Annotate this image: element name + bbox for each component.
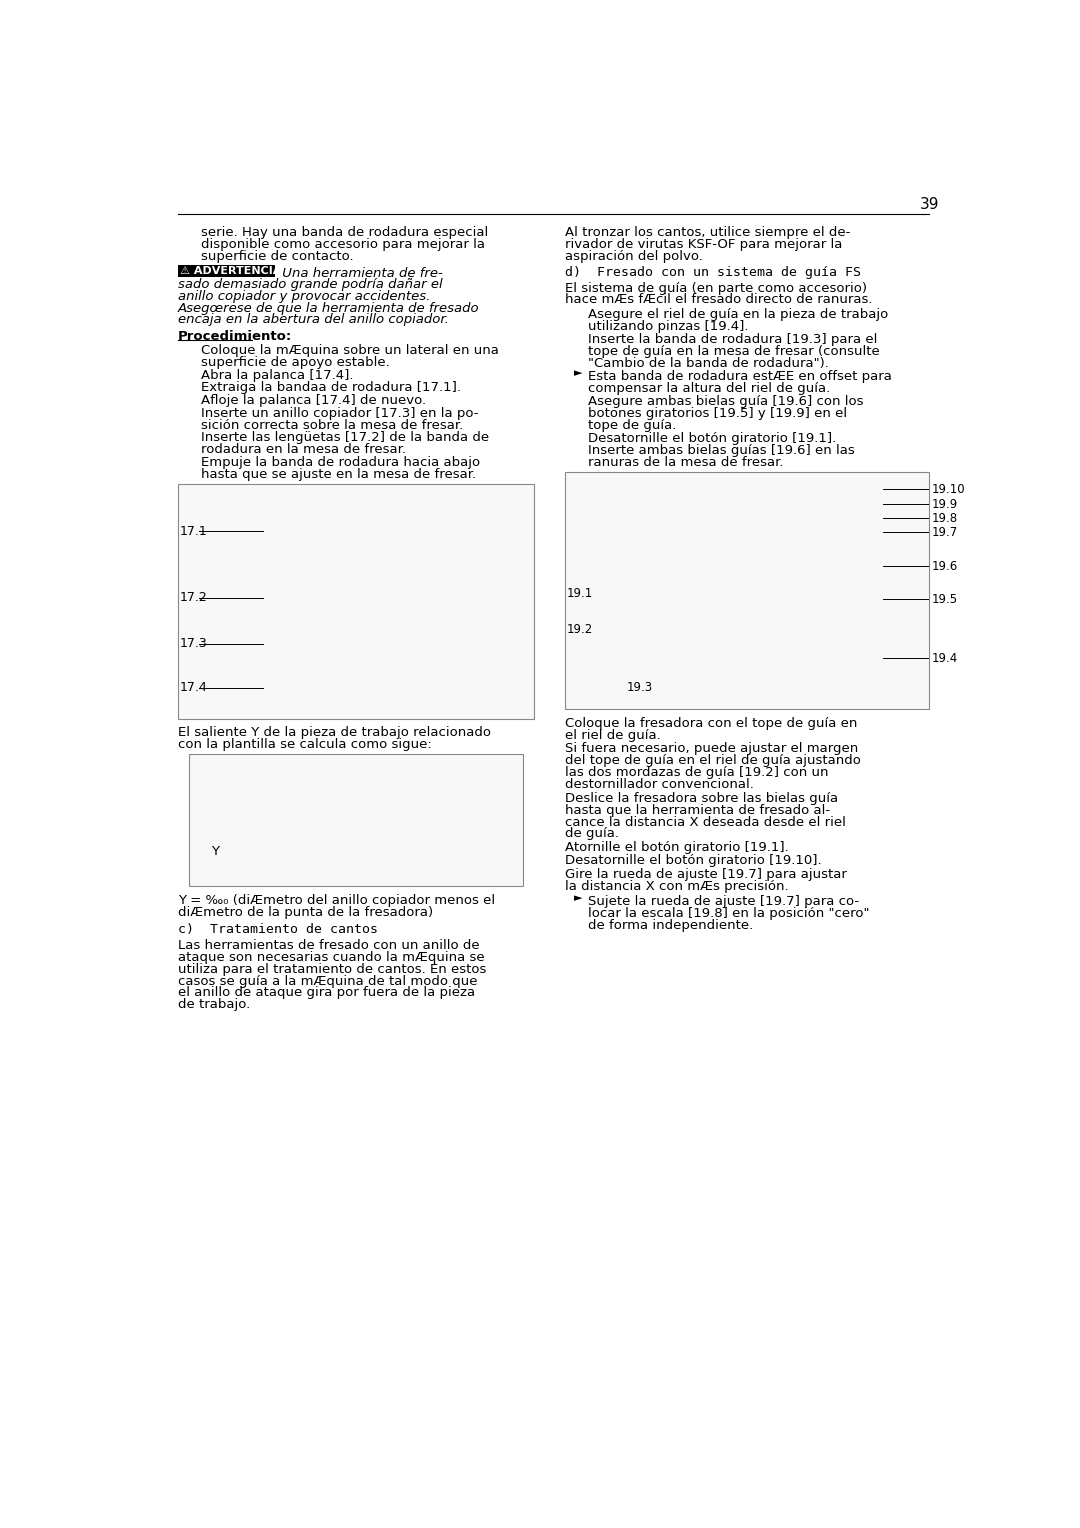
Text: del tope de guía en el riel de guía ajustando: del tope de guía en el riel de guía ajus…	[565, 755, 861, 767]
Text: hasta que la herramienta de fresado al-: hasta que la herramienta de fresado al-	[565, 804, 831, 816]
Text: Inserte las lengüetas [17.2] de la banda de: Inserte las lengüetas [17.2] de la banda…	[201, 431, 489, 445]
Text: Desatornille el botón giratorio [19.1].: Desatornille el botón giratorio [19.1].	[589, 432, 837, 445]
Text: Empuje la banda de rodadura hacia abajo: Empuje la banda de rodadura hacia abajo	[201, 455, 480, 469]
Text: con la plantilla se calcula como sigue:: con la plantilla se calcula como sigue:	[177, 738, 431, 752]
Text: El saliente Y de la pieza de trabajo relacionado: El saliente Y de la pieza de trabajo rel…	[177, 726, 490, 740]
Text: destornillador convencional.: destornillador convencional.	[565, 778, 754, 792]
Bar	[189, 753, 523, 886]
Text: 19.5: 19.5	[932, 593, 958, 605]
Text: casos se guía a la mÆquina de tal modo que: casos se guía a la mÆquina de tal modo q…	[177, 975, 477, 987]
Bar	[565, 472, 930, 709]
Text: rodadura en la mesa de fresar.: rodadura en la mesa de fresar.	[201, 443, 406, 457]
Text: 19.10: 19.10	[932, 483, 966, 495]
Text: Esta banda de rodadura estÆE en offset para: Esta banda de rodadura estÆE en offset p…	[589, 370, 892, 382]
Text: Las herramientas de fresado con un anillo de: Las herramientas de fresado con un anill…	[177, 938, 480, 952]
Text: 19.1: 19.1	[567, 587, 593, 601]
Text: 17.4: 17.4	[179, 681, 207, 694]
Text: Aﬂoje la palanca [17.4] de nuevo.: Aﬂoje la palanca [17.4] de nuevo.	[201, 394, 426, 406]
Text: Una herramienta de fre-: Una herramienta de fre-	[278, 267, 443, 280]
Text: sado demasiado grande podría dañar el: sado demasiado grande podría dañar el	[177, 278, 442, 290]
Text: Desatornille el botón giratorio [19.10].: Desatornille el botón giratorio [19.10].	[565, 854, 822, 868]
Text: compensar la altura del riel de guía.: compensar la altura del riel de guía.	[589, 382, 831, 394]
Text: Gire la rueda de ajuste [19.7] para ajustar: Gire la rueda de ajuste [19.7] para ajus…	[565, 868, 847, 880]
Text: ataque son necesarias cuando la mÆquina se: ataque son necesarias cuando la mÆquina …	[177, 950, 484, 964]
Text: c)  Tratamiento de cantos: c) Tratamiento de cantos	[177, 923, 378, 937]
Text: de trabajo.: de trabajo.	[177, 998, 249, 1012]
Text: la distancia X con mÆs precisión.: la distancia X con mÆs precisión.	[565, 880, 788, 892]
Text: aspiración del polvo.: aspiración del polvo.	[565, 249, 703, 263]
Text: 17.1: 17.1	[179, 526, 207, 538]
Text: el riel de guía.: el riel de guía.	[565, 729, 661, 743]
Text: las dos mordazas de guía [19.2] con un: las dos mordazas de guía [19.2] con un	[565, 766, 828, 779]
Text: Procedimiento:: Procedimiento:	[177, 330, 292, 344]
Text: de guía.: de guía.	[565, 828, 619, 840]
Text: ►: ►	[575, 368, 583, 377]
Text: rivador de virutas KSF-OF para mejorar la: rivador de virutas KSF-OF para mejorar l…	[565, 238, 842, 251]
Text: Extraiga la bandaa de rodadura [17.1].: Extraiga la bandaa de rodadura [17.1].	[201, 382, 461, 394]
Text: utilizando pinzas [19.4].: utilizando pinzas [19.4].	[589, 321, 748, 333]
Text: sición correcta sobre la mesa de fresar.: sición correcta sobre la mesa de fresar.	[201, 419, 463, 431]
Text: Coloque la fresadora con el tope de guía en: Coloque la fresadora con el tope de guía…	[565, 717, 858, 730]
Text: Y: Y	[211, 845, 219, 859]
Text: diÆmetro de la punta de la fresadora): diÆmetro de la punta de la fresadora)	[177, 906, 433, 918]
Bar	[177, 484, 535, 718]
Text: 17.3: 17.3	[179, 637, 207, 651]
Text: serie. Hay una banda de rodadura especial: serie. Hay una banda de rodadura especia…	[201, 226, 488, 238]
Text: anillo copiador y provocar accidentes.: anillo copiador y provocar accidentes.	[177, 290, 430, 303]
Text: Coloque la mÆquina sobre un lateral en una: Coloque la mÆquina sobre un lateral en u…	[201, 344, 499, 358]
Text: superﬁcie de apoyo estable.: superﬁcie de apoyo estable.	[201, 356, 390, 368]
Text: 19.7: 19.7	[932, 526, 958, 539]
Text: Al tronzar los cantos, utilice siempre el de-: Al tronzar los cantos, utilice siempre e…	[565, 226, 851, 238]
Text: cance la distancia X deseada desde el riel: cance la distancia X deseada desde el ri…	[565, 816, 846, 828]
Text: 19.8: 19.8	[932, 512, 958, 524]
Text: "Cambio de la banda de rodadura").: "Cambio de la banda de rodadura").	[589, 358, 829, 370]
Text: 19.4: 19.4	[932, 652, 958, 665]
Text: tope de guía.: tope de guía.	[589, 419, 677, 432]
Text: encaja en la abertura del anillo copiador.: encaja en la abertura del anillo copiado…	[177, 313, 448, 327]
Text: Asegœrese de que la herramienta de fresado: Asegœrese de que la herramienta de fresa…	[177, 301, 480, 315]
Text: hasta que se ajuste en la mesa de fresar.: hasta que se ajuste en la mesa de fresar…	[201, 468, 476, 481]
Text: 19.2: 19.2	[567, 623, 593, 637]
Text: utiliza para el tratamiento de cantos. En estos: utiliza para el tratamiento de cantos. E…	[177, 963, 486, 975]
Text: disponible como accesorio para mejorar la: disponible como accesorio para mejorar l…	[201, 238, 485, 251]
Text: hace mÆs fÆcil el fresado directo de ranuras.: hace mÆs fÆcil el fresado directo de ran…	[565, 293, 873, 307]
Text: Inserte un anillo copiador [17.3] en la po-: Inserte un anillo copiador [17.3] en la …	[201, 406, 478, 420]
Text: Sujete la rueda de ajuste [19.7] para co-: Sujete la rueda de ajuste [19.7] para co…	[589, 895, 860, 908]
Text: locar la escala [19.8] en la posición "cero": locar la escala [19.8] en la posición "c…	[589, 906, 869, 920]
Text: Si fuera necesario, puede ajustar el margen: Si fuera necesario, puede ajustar el mar…	[565, 743, 859, 755]
Text: 19.3: 19.3	[627, 681, 653, 694]
Text: d)  Fresado con un sistema de guía FS: d) Fresado con un sistema de guía FS	[565, 266, 861, 280]
Text: 19.9: 19.9	[932, 498, 958, 510]
Text: tope de guía en la mesa de fresar (consulte: tope de guía en la mesa de fresar (consu…	[589, 345, 880, 358]
Text: ranuras de la mesa de fresar.: ranuras de la mesa de fresar.	[589, 457, 784, 469]
Text: Inserte ambas bielas guías [19.6] en las: Inserte ambas bielas guías [19.6] en las	[589, 445, 855, 457]
Text: ►: ►	[575, 892, 583, 903]
Text: el anillo de ataque gira por fuera de la pieza: el anillo de ataque gira por fuera de la…	[177, 987, 475, 999]
Text: Y = ‰₀ (diÆmetro del anillo copiador menos el: Y = ‰₀ (diÆmetro del anillo copiador men…	[177, 894, 495, 908]
Text: Inserte la banda de rodadura [19.3] para el: Inserte la banda de rodadura [19.3] para…	[589, 333, 878, 347]
FancyBboxPatch shape	[177, 264, 275, 277]
Text: botones giratorios [19.5] y [19.9] en el: botones giratorios [19.5] y [19.9] en el	[589, 406, 848, 420]
Text: Abra la palanca [17.4].: Abra la palanca [17.4].	[201, 368, 353, 382]
Text: Asegure ambas bielas guía [19.6] con los: Asegure ambas bielas guía [19.6] con los	[589, 396, 864, 408]
Text: ⚠ ADVERTENCIA: ⚠ ADVERTENCIA	[180, 266, 281, 275]
Text: superﬁcie de contacto.: superﬁcie de contacto.	[201, 249, 353, 263]
Text: Deslice la fresadora sobre las bielas guía: Deslice la fresadora sobre las bielas gu…	[565, 792, 838, 805]
Text: Asegure el riel de guía en la pieza de trabajo: Asegure el riel de guía en la pieza de t…	[589, 309, 889, 321]
Text: Atornille el botón giratorio [19.1].: Atornille el botón giratorio [19.1].	[565, 840, 788, 854]
Text: 39: 39	[920, 197, 940, 212]
Text: 19.6: 19.6	[932, 559, 958, 573]
Text: de forma independiente.: de forma independiente.	[589, 918, 754, 932]
Text: El sistema de guía (en parte como accesorio): El sistema de guía (en parte como acceso…	[565, 281, 867, 295]
Text: 17.2: 17.2	[179, 591, 207, 604]
